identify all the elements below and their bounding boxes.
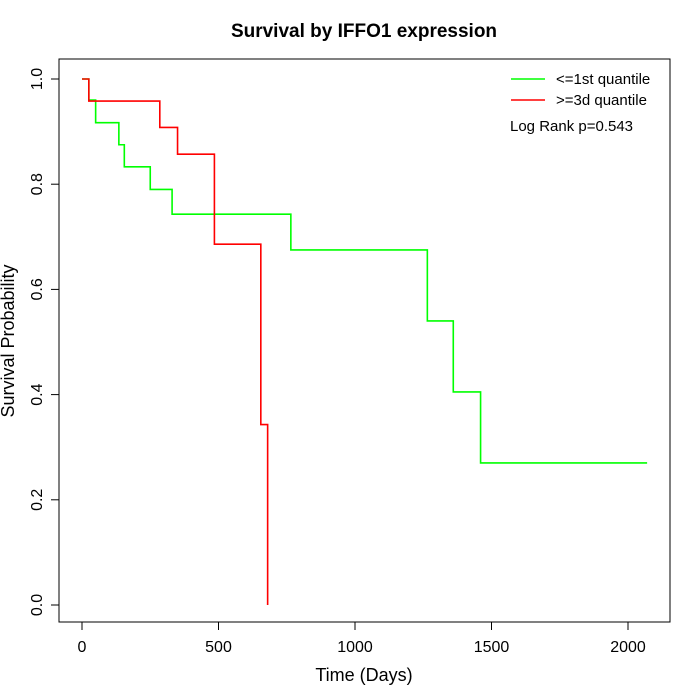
x-tick-label: 1500 bbox=[474, 639, 510, 656]
legend-label-2: >=3d quantile bbox=[556, 92, 647, 109]
x-tick-label: 2000 bbox=[610, 639, 646, 656]
y-tick-label: 0.6 bbox=[29, 278, 46, 300]
series-line-1 bbox=[82, 78, 648, 464]
legend: <=1st quantile >=3d quantile bbox=[511, 71, 650, 109]
y-tick-label: 0.8 bbox=[29, 173, 46, 195]
chart-title: Survival by IFFO1 expression bbox=[231, 21, 497, 42]
x-axis: 0 500 1000 1500 2000 bbox=[78, 621, 646, 656]
series-layer bbox=[82, 78, 648, 605]
x-axis-label: Time (Days) bbox=[315, 665, 412, 685]
x-tick-label: 500 bbox=[205, 639, 232, 656]
legend-label-1: <=1st quantile bbox=[556, 71, 650, 88]
y-tick-label: 0.4 bbox=[29, 383, 46, 405]
y-tick-label: 0.2 bbox=[29, 489, 46, 511]
y-tick-label: 0.0 bbox=[29, 594, 46, 616]
x-tick-label: 1000 bbox=[337, 639, 373, 656]
y-axis-label: Survival Probability bbox=[0, 264, 18, 417]
x-tick-label: 0 bbox=[78, 639, 87, 656]
log-rank-annotation: Log Rank p=0.543 bbox=[510, 118, 633, 135]
y-axis: 0.0 0.2 0.4 0.6 0.8 1.0 bbox=[29, 68, 60, 616]
y-tick-label: 1.0 bbox=[29, 68, 46, 90]
series-line-2 bbox=[82, 78, 269, 605]
